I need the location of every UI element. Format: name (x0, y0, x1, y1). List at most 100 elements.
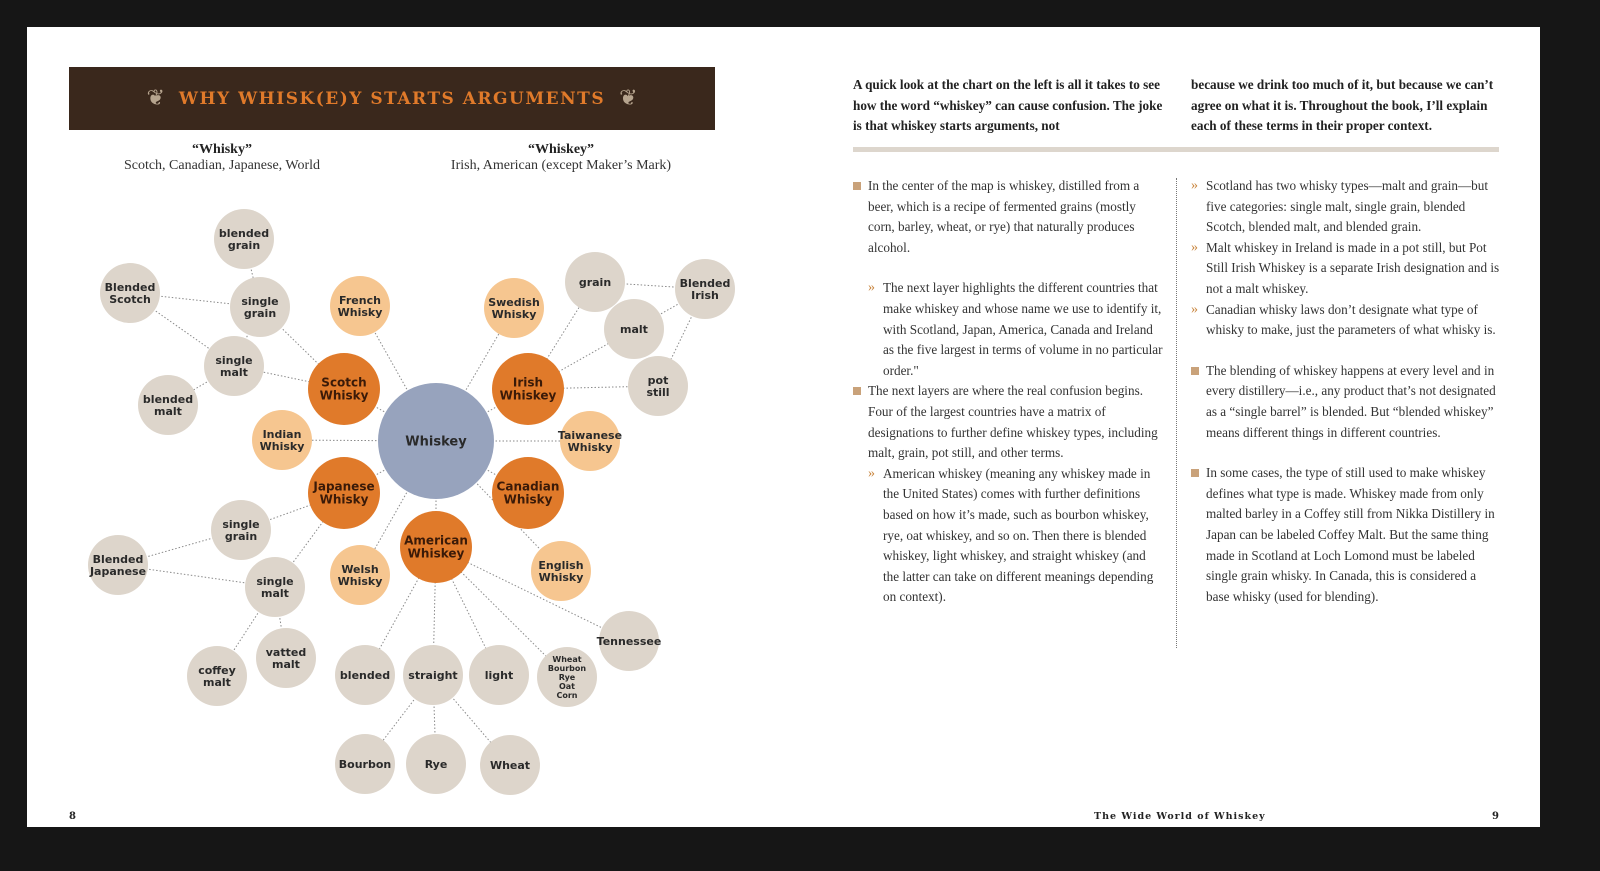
node-label: single malt (256, 575, 293, 600)
page-number-left: 8 (69, 811, 76, 822)
node-i_pot: pot still (628, 356, 688, 416)
paragraph-text: In some cases, the type of still used to… (1206, 465, 1495, 604)
node-label: Swedish Whisky (488, 296, 540, 321)
node-taiwanese: Taiwanese Whisky (558, 411, 622, 471)
node-label: blended grain (219, 227, 269, 252)
node-circle (252, 410, 312, 470)
node-label: vatted malt (266, 646, 306, 671)
node-j_vatted: vatted malt (256, 628, 316, 688)
node-label: French Whisky (338, 294, 383, 319)
title-banner: ❦ WHY WHISK(E)Y STARTS ARGUMENTS ❦ (69, 67, 715, 130)
node-circle (330, 545, 390, 605)
node-circle (100, 263, 160, 323)
node-circle (308, 457, 380, 529)
whiskey-header: “Whiskey” Irish, American (except Maker’… (411, 142, 711, 174)
paragraph: In some cases, the type of still used to… (1191, 463, 1501, 607)
node-a_tenn: Tennessee (597, 611, 662, 671)
node-circle (604, 299, 664, 359)
node-label: blended malt (143, 393, 193, 418)
node-circle (565, 252, 625, 312)
node-circle (492, 457, 564, 529)
node-canadian: Canadian Whisky (492, 457, 564, 529)
text-column-1: In the center of the map is whiskey, dis… (853, 176, 1163, 608)
node-label: single grain (222, 518, 259, 543)
node-s_bscotch: Blended Scotch (100, 263, 160, 323)
node-circle (599, 611, 659, 671)
node-label: Tennessee (597, 635, 662, 648)
node-circle (480, 735, 540, 795)
node-i_malt: malt (604, 299, 664, 359)
node-a_wheat: Wheat (480, 735, 540, 795)
paragraph: » American whiskey (meaning any whiskey m… (868, 464, 1163, 608)
node-label: straight (408, 669, 457, 682)
paragraph-text: The blending of whiskey happens at every… (1206, 362, 1496, 440)
node-label: Wheat Bourbon Rye Oat Corn (548, 655, 586, 700)
node-circle (335, 734, 395, 794)
node-i_birish: Blended Irish (675, 259, 735, 319)
chevron-bullet-icon: » (868, 280, 875, 296)
node-label: Irish Whiskey (500, 376, 557, 403)
square-bullet-icon (853, 182, 861, 190)
node-circle (537, 647, 597, 707)
paragraph: The next layers are where the real confu… (853, 381, 1163, 463)
node-indian: Indian Whisky (252, 410, 312, 470)
whisky-header: “Whisky” Scotch, Canadian, Japanese, Wor… (72, 142, 372, 174)
node-j_sgrain: single grain (211, 500, 271, 560)
square-bullet-icon (853, 387, 861, 396)
node-circle (335, 645, 395, 705)
square-bullet-icon (1191, 469, 1199, 478)
paragraph-text: Scotland has two whisky types—malt and g… (1206, 178, 1489, 235)
node-label: single malt (215, 354, 252, 379)
node-circle (492, 353, 564, 425)
node-j_smalt: single malt (245, 557, 305, 617)
node-label: Rye (425, 758, 448, 771)
node-welsh: Welsh Whisky (330, 545, 390, 605)
node-circle (187, 646, 247, 706)
chevron-bullet-icon: » (1191, 301, 1198, 317)
paragraph: » The next layer highlights the different… (868, 278, 1163, 381)
column-divider (1176, 178, 1177, 648)
node-label: Scotch Whisky (320, 376, 369, 403)
node-circle (560, 411, 620, 471)
node-label: light (485, 669, 514, 682)
node-label: Taiwanese Whisky (558, 429, 622, 454)
node-label: Bourbon (339, 758, 391, 771)
node-japanese: Japanese Whisky (308, 457, 380, 529)
whiskey-map-diagram: Whiskey Scotch Whisky Irish Whiskey Japanese W… (88, 209, 735, 795)
whiskey-title: “Whiskey” (527, 142, 595, 157)
node-circle (406, 734, 466, 794)
node-circle (675, 259, 735, 319)
node-circle (245, 557, 305, 617)
node-scotch: Scotch Whisky (308, 353, 380, 425)
paragraph: » Scotland has two whisky types—malt and … (1191, 176, 1501, 238)
node-circle (628, 356, 688, 416)
paragraph-text: Canadian whisky laws don’t designate wha… (1206, 301, 1496, 338)
square-bullet-icon (1191, 366, 1199, 375)
node-s_smalt: single malt (204, 336, 264, 396)
node-circle (531, 541, 591, 601)
node-circle (403, 645, 463, 705)
node-label: Blended Scotch (105, 281, 156, 306)
node-circle (214, 209, 274, 269)
node-american: American Whiskey (400, 511, 472, 583)
paragraph-text: The next layers are where the real confu… (868, 383, 1158, 461)
node-circle (469, 645, 529, 705)
node-label: Blended Japanese (89, 553, 146, 578)
node-label: coffey malt (198, 664, 236, 689)
running-footer: The Wide World of Whiskey (1094, 811, 1266, 822)
node-j_bjap: Blended Japanese (88, 535, 148, 595)
divider-rule (853, 147, 1499, 152)
node-whiskey: Whiskey (378, 383, 494, 499)
node-a_bourbon: Bourbon (335, 734, 395, 794)
chevron-bullet-icon: » (1191, 239, 1198, 255)
diagram-title: WHY WHISK(E)Y STARTS ARGUMENTS (178, 88, 606, 109)
node-label: American Whiskey (404, 534, 468, 561)
ornament-icon: ❦ (619, 86, 638, 111)
paragraph: The blending of whiskey happens at every… (1191, 361, 1501, 443)
node-circle (378, 383, 494, 499)
node-label: Whiskey (405, 435, 467, 450)
whisky-title: “Whisky” (192, 142, 252, 157)
paragraph-text: In the center of the map is whiskey, dis… (868, 178, 1140, 255)
node-label: Wheat (490, 759, 530, 772)
paragraph-text: American whiskey (meaning any whiskey ma… (883, 465, 1154, 605)
